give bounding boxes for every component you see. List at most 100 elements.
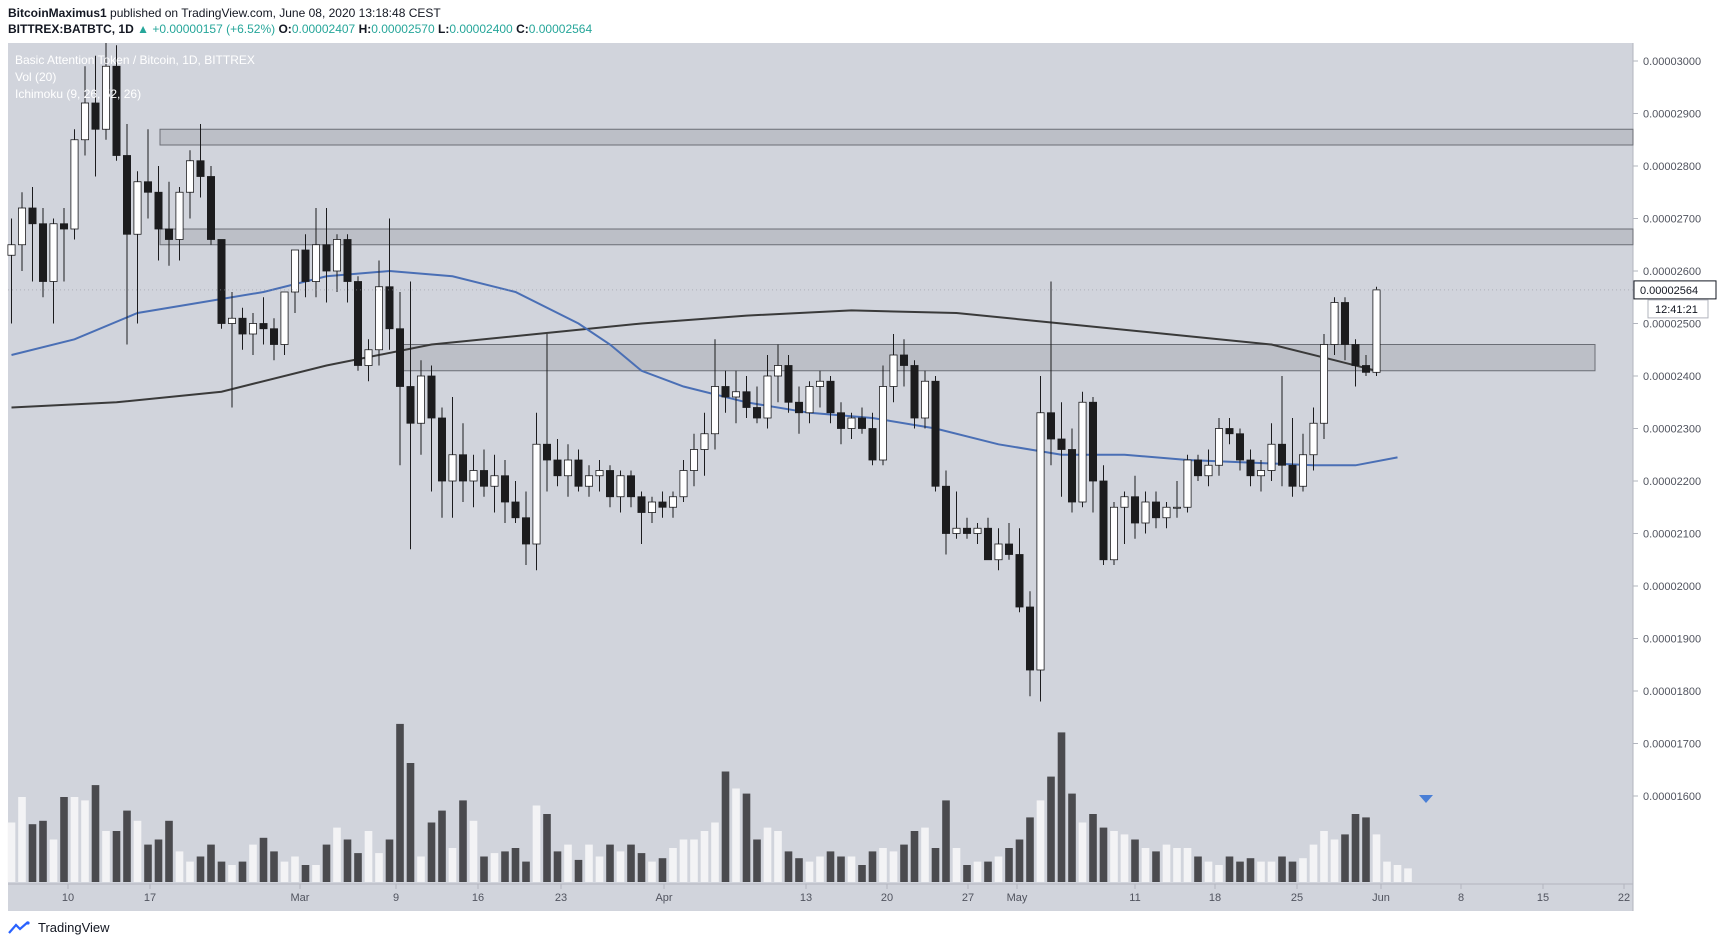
candle-body[interactable] (637, 496, 646, 513)
candle-body[interactable] (1236, 433, 1245, 461)
price-axis[interactable] (1633, 43, 1718, 911)
candle-body[interactable] (332, 239, 341, 272)
candle-body[interactable] (60, 223, 69, 230)
candle-body[interactable] (679, 470, 688, 498)
candle-body[interactable] (1351, 344, 1360, 366)
candle-body[interactable] (721, 386, 730, 398)
candle-body[interactable] (774, 365, 783, 377)
candle-body[interactable] (858, 417, 867, 429)
candle-body[interactable] (39, 223, 48, 282)
candle-body[interactable] (1330, 302, 1339, 345)
candle-body[interactable] (532, 443, 541, 545)
candle-body[interactable] (469, 470, 478, 482)
candle-body[interactable] (1068, 449, 1077, 503)
candle-body[interactable] (952, 527, 961, 534)
candle-body[interactable] (227, 317, 236, 324)
candle-body[interactable] (1110, 506, 1119, 561)
candle-body[interactable] (248, 323, 257, 335)
candle-body[interactable] (1120, 496, 1129, 508)
candle-body[interactable] (1372, 289, 1381, 373)
candle-body[interactable] (732, 391, 741, 398)
candle-body[interactable] (154, 191, 163, 230)
candle-body[interactable] (1162, 506, 1171, 519)
candle-body[interactable] (1194, 459, 1203, 477)
footer-brand[interactable]: TradingView (8, 920, 110, 935)
candle-body[interactable] (143, 181, 152, 193)
candle-body[interactable] (1099, 480, 1108, 561)
candle-body[interactable] (942, 485, 951, 534)
candle-body[interactable] (364, 349, 373, 366)
candle-body[interactable] (1036, 412, 1045, 671)
candle-body[interactable] (1204, 464, 1213, 477)
candle-body[interactable] (70, 139, 79, 230)
candle-body[interactable] (984, 527, 993, 561)
candle-body[interactable] (1341, 302, 1350, 345)
candle-body[interactable] (616, 475, 625, 498)
candle-body[interactable] (553, 459, 562, 477)
candle-body[interactable] (49, 223, 58, 282)
candle-body[interactable] (910, 365, 919, 419)
author-name[interactable]: BitcoinMaximus1 (8, 6, 107, 20)
candle-body[interactable] (1131, 496, 1140, 524)
candle-body[interactable] (889, 354, 898, 387)
candle-body[interactable] (711, 386, 720, 435)
candle-body[interactable] (123, 155, 132, 235)
candle-body[interactable] (963, 527, 972, 534)
candle-body[interactable] (511, 501, 520, 519)
candle-body[interactable] (1005, 543, 1014, 555)
candle-body[interactable] (1362, 365, 1371, 373)
candle-body[interactable] (1257, 470, 1266, 477)
candle-body[interactable] (973, 527, 982, 534)
candle-body[interactable] (1141, 501, 1150, 524)
candle-body[interactable] (564, 459, 573, 477)
candle-body[interactable] (753, 407, 762, 419)
candle-body[interactable] (795, 401, 804, 414)
candle-body[interactable] (196, 160, 205, 177)
candle-body[interactable] (458, 454, 467, 482)
candle-body[interactable] (900, 354, 909, 366)
candle-body[interactable] (1173, 506, 1182, 509)
candle-body[interactable] (395, 328, 404, 387)
candle-body[interactable] (1309, 422, 1318, 456)
candle-body[interactable] (1152, 501, 1161, 519)
candle-body[interactable] (522, 517, 531, 545)
candle-body[interactable] (763, 375, 772, 419)
candle-body[interactable] (1215, 428, 1224, 466)
candle-body[interactable] (1057, 438, 1066, 450)
candle-body[interactable] (301, 249, 310, 282)
candle-body[interactable] (690, 449, 699, 471)
candle-body[interactable] (868, 428, 877, 461)
candle-body[interactable] (175, 191, 184, 240)
candle-body[interactable] (816, 380, 825, 387)
candle-body[interactable] (742, 391, 751, 408)
candle-body[interactable] (290, 249, 299, 293)
candle-body[interactable] (269, 328, 278, 345)
candle-body[interactable] (238, 317, 247, 335)
candle-body[interactable] (847, 417, 856, 429)
candle-body[interactable] (343, 239, 352, 282)
candle-body[interactable] (206, 176, 215, 240)
candle-body[interactable] (805, 386, 814, 414)
candle-body[interactable] (1026, 606, 1035, 671)
candle-body[interactable] (921, 380, 930, 419)
candle-body[interactable] (1288, 464, 1297, 487)
candle-body[interactable] (416, 375, 425, 424)
candle-body[interactable] (931, 380, 940, 487)
candle-body[interactable] (280, 291, 289, 345)
candle-body[interactable] (837, 412, 846, 429)
candle-body[interactable] (102, 65, 111, 130)
candle-body[interactable] (406, 386, 415, 424)
candle-body[interactable] (1299, 454, 1308, 487)
candle-body[interactable] (700, 433, 709, 450)
candle-body[interactable] (164, 228, 173, 240)
candle-body[interactable] (448, 454, 457, 482)
candle-body[interactable] (784, 365, 793, 403)
candle-body[interactable] (994, 543, 1003, 561)
candle-body[interactable] (17, 207, 26, 246)
candle-body[interactable] (585, 475, 594, 487)
candle-body[interactable] (669, 496, 678, 508)
candle-body[interactable] (1183, 459, 1192, 508)
candle-body[interactable] (112, 65, 121, 156)
candle-body[interactable] (259, 323, 268, 330)
